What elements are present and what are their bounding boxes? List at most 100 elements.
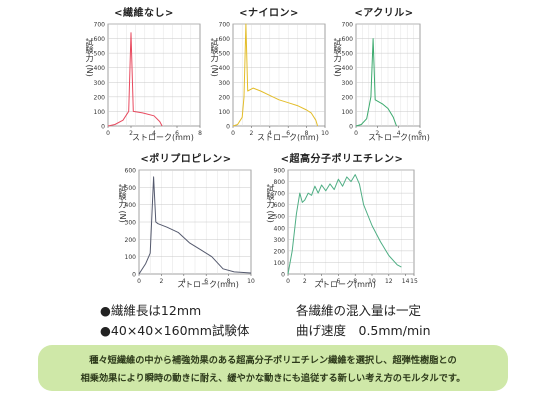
- note-bend-speed: 曲げ速度 0.5mm/min: [296, 323, 431, 338]
- x-tick-label: 0: [106, 130, 110, 137]
- series-line: [107, 32, 163, 127]
- info-line-2: 相乗効果により瞬時の動きに耐え、緩やかな動きにも追従する新しい考え方のモルタルで…: [80, 373, 466, 384]
- y-tick-label: 100: [219, 109, 231, 116]
- series-line: [232, 23, 319, 127]
- y-tick-label: 700: [94, 22, 106, 29]
- chart-title: <繊維なし>: [114, 8, 174, 19]
- x-tick-label: 12: [385, 278, 393, 285]
- x-tick-label: 15: [410, 278, 418, 285]
- plot-area: 0 100 200 300 400 500 600 0 2 4 6 8 10: [125, 168, 255, 286]
- x-tick-label: 6: [336, 278, 340, 285]
- y-tick-label: 300: [219, 80, 231, 87]
- y-tick-label: 600: [219, 36, 231, 43]
- y-tick-label: 500: [219, 51, 231, 58]
- x-tick-label: 4: [268, 130, 272, 137]
- x-tick-label: 10: [368, 278, 376, 285]
- chart-nylon: <ナイロン> 試験力 (N) 0 100 200 300 400 500 600 700 0 2 4…: [205, 4, 333, 142]
- x-tick-label: 0: [231, 130, 235, 137]
- y-axis-label: 試験力 (N): [210, 38, 219, 77]
- y-tick-label: 500: [125, 185, 137, 192]
- y-tick-label: 200: [342, 94, 354, 101]
- x-tick-label: 10: [321, 130, 329, 137]
- chart-uhmwpe: <超高分子ポリエチレン> 試験力 (N) 0 100 200 300 400 500 600…: [262, 150, 422, 290]
- y-axis-label: 試験力 (N): [333, 38, 342, 77]
- y-tick-label: 200: [125, 237, 137, 244]
- y-tick-label: 200: [274, 248, 286, 255]
- y-tick-label: 600: [274, 202, 286, 209]
- x-axis-label: ストローク(mm): [257, 133, 319, 142]
- y-tick-label: 0: [281, 272, 285, 279]
- y-tick-label: 800: [274, 179, 286, 186]
- x-tick-label: 8: [353, 278, 357, 285]
- y-tick-label: 600: [94, 36, 106, 43]
- y-tick-label: 400: [125, 202, 137, 209]
- note-mix-amount: 各繊維の混入量は一定: [296, 303, 422, 318]
- plot-area: 0 100 200 300 400 500 600 700 0 2 4 6 8: [94, 22, 203, 138]
- y-tick-label: 100: [125, 254, 137, 261]
- x-tick-label: 2: [303, 278, 307, 285]
- x-tick-label: 0: [286, 278, 290, 285]
- x-tick-label: 8: [227, 278, 231, 285]
- x-axis-label: ストローク(mm): [177, 280, 239, 289]
- y-tick-label: 700: [219, 22, 231, 29]
- y-tick-label: 400: [274, 225, 286, 232]
- y-axis-label: 試験力 (N): [266, 184, 275, 223]
- info-line-1: 種々短繊維の中から補強効果のある超高分子ポリエチレン繊維を選択し、超弾性樹脂との: [89, 355, 457, 366]
- chart-acrylic: <アクリル> 試験力 (N) 0 100 200 300 400 500 600 700 0 2 4…: [330, 4, 438, 142]
- x-tick-label: 2: [159, 278, 163, 285]
- x-tick-label: 10: [247, 278, 255, 285]
- x-axis-label: ストローク(mm): [314, 280, 376, 289]
- y-tick-label: 600: [125, 168, 137, 175]
- y-tick-label: 600: [342, 36, 354, 43]
- y-axis-label: 試験力 (N): [118, 184, 127, 223]
- y-tick-label: 100: [94, 109, 106, 116]
- y-tick-label: 0: [101, 124, 105, 131]
- y-tick-label: 500: [342, 51, 354, 58]
- x-axis-label: ストローク(mm): [132, 133, 194, 142]
- x-tick-label: 4: [182, 278, 186, 285]
- y-tick-label: 200: [219, 94, 231, 101]
- x-tick-label: 0: [137, 278, 141, 285]
- y-tick-label: 400: [219, 65, 231, 72]
- y-tick-label: 200: [94, 94, 106, 101]
- x-tick-label: 4: [320, 278, 324, 285]
- y-tick-label: 700: [274, 191, 286, 198]
- y-tick-label: 900: [274, 168, 286, 175]
- x-axis-label: ストローク(mm): [368, 133, 430, 142]
- plot-area: 0 100 200 300 400 500 600 700 800 900 0 2 4 6 8 10 12 14 1…: [274, 168, 418, 286]
- y-tick-label: 500: [274, 214, 286, 221]
- series-line: [355, 38, 397, 127]
- y-axis-label: 試験力 (N): [85, 38, 94, 77]
- y-tick-label: 0: [226, 124, 230, 131]
- y-tick-label: 300: [342, 80, 354, 87]
- x-tick-label: 6: [175, 130, 179, 137]
- y-tick-label: 0: [132, 272, 136, 279]
- y-tick-label: 400: [342, 65, 354, 72]
- x-tick-label: 2: [375, 130, 379, 137]
- x-tick-label: 6: [204, 278, 208, 285]
- y-tick-label: 100: [342, 109, 354, 116]
- y-tick-label: 0: [349, 124, 353, 131]
- x-tick-label: 14: [402, 278, 410, 285]
- note-specimen: ●40×40×160mm試験体: [100, 323, 250, 338]
- x-tick-label: 4: [397, 130, 401, 137]
- plot-area: 0 100 200 300 400 500 600 700 0 2 4 6 8 10: [219, 22, 329, 138]
- chart-title: <超高分子ポリエチレン>: [280, 154, 404, 165]
- x-tick-label: 2: [129, 130, 133, 137]
- x-tick-label: 4: [152, 130, 156, 137]
- y-tick-label: 300: [274, 237, 286, 244]
- chart-title: <ポリプロピレン>: [140, 154, 232, 165]
- x-tick-label: 8: [198, 130, 202, 137]
- y-tick-label: 700: [342, 22, 354, 29]
- series-line: [138, 176, 252, 275]
- y-tick-label: 300: [94, 80, 106, 87]
- chart-no-fiber: <繊維なし> 試験力 (N) 0 100 200 300 400 500 600 700 0 2 4…: [80, 4, 208, 142]
- x-tick-label: 6: [418, 130, 422, 137]
- chart-title: <ナイロン>: [239, 8, 299, 19]
- x-tick-label: 8: [305, 130, 309, 137]
- y-tick-label: 500: [94, 51, 106, 58]
- info-banner: 種々短繊維の中から補強効果のある超高分子ポリエチレン繊維を選択し、超弾性樹脂との…: [38, 345, 508, 391]
- chart-title: <アクリル>: [354, 8, 414, 19]
- x-tick-label: 6: [286, 130, 290, 137]
- series-line: [287, 174, 402, 275]
